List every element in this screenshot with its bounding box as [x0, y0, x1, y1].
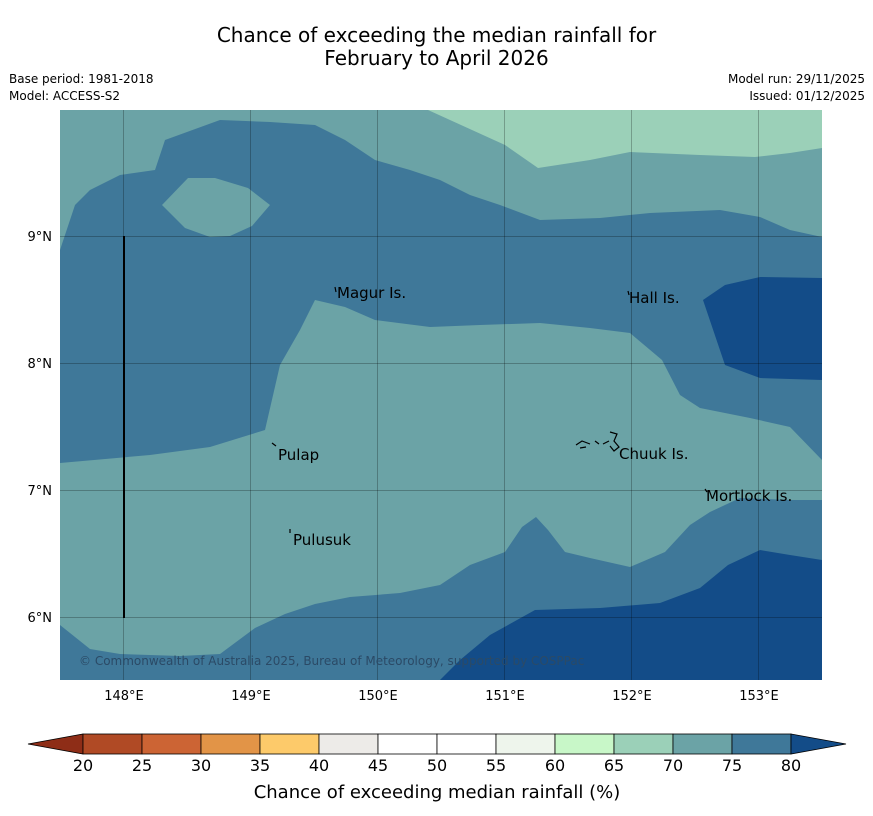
- colorbar-40-45: [318, 733, 379, 755]
- place-label-chuuk: Chuuk Is.: [619, 445, 688, 463]
- island-magur: [334, 286, 337, 293]
- colorbar-tick-45: 45: [368, 756, 388, 775]
- map-title-line-1: Chance of exceeding the median rainfall …: [216, 23, 657, 47]
- latitude-labels: 9°N 8°N 7°N 6°N: [28, 230, 53, 626]
- colorbar-35-40: [259, 733, 320, 755]
- longitude-labels: 148°E 149°E 150°E 151°E 152°E 153°E: [104, 689, 779, 704]
- model-info: Base period: 1981-2018 Model: ACCESS-S2: [9, 71, 154, 105]
- place-labels: Magur Is. Hall Is. Pulap Chuuk Is. Mortl…: [278, 284, 792, 549]
- lon-label-153: 153°E: [739, 689, 779, 704]
- place-label-pulusuk: Pulusuk: [293, 531, 351, 549]
- lat-label-7n: 7°N: [28, 484, 53, 499]
- place-label-mortlock: Mortlock Is.: [706, 487, 792, 505]
- lon-label-151: 151°E: [485, 689, 525, 704]
- contour-70-75-central: [60, 300, 822, 656]
- lon-label-152: 152°E: [612, 689, 652, 704]
- rainfall-contours: [60, 110, 822, 680]
- lon-label-150: 150°E: [358, 689, 398, 704]
- colorbar-45-50: [377, 733, 438, 755]
- colorbar-tick-65: 65: [604, 756, 624, 775]
- colorbar-65-70: [613, 733, 674, 755]
- colorbar-30-35: [200, 733, 261, 755]
- copyright-notice: © Commonwealth of Australia 2025, Bureau…: [79, 654, 584, 668]
- colorbar-extend-low: [27, 733, 84, 755]
- colorbar-20-25: [82, 733, 143, 755]
- contour-65-70-north: [428, 110, 822, 168]
- model-run-date: Model run: 29/11/2025: [727, 72, 865, 86]
- place-label-pulap: Pulap: [278, 446, 319, 464]
- colorbar-tick-40: 40: [309, 756, 329, 775]
- colorbar-tick-25: 25: [132, 756, 152, 775]
- contour-above-80-south: [440, 550, 822, 680]
- colorbar-tick-55: 55: [486, 756, 506, 775]
- model-name: Model: ACCESS-S2: [9, 89, 121, 103]
- base-period: Base period: 1981-2018: [9, 72, 154, 86]
- colorbar-ticks: 20 25 30 35 40 45 50 55 60 65 70 75 80: [73, 756, 801, 775]
- contour-70-75-blob: [162, 178, 270, 237]
- colorbar-tick-80: 80: [781, 756, 801, 775]
- colorbar-60-65: [554, 733, 615, 755]
- lon-label-149: 149°E: [231, 689, 271, 704]
- islands: [271, 286, 708, 533]
- colorbar-tick-35: 35: [250, 756, 270, 775]
- colorbar-extend-high: [790, 733, 847, 755]
- colorbar-55-60: [495, 733, 556, 755]
- map-title-line-2: February to April 2026: [324, 46, 549, 70]
- island-mortlock: [704, 488, 708, 493]
- colorbar-tick-75: 75: [722, 756, 742, 775]
- colorbar-50-55: [436, 733, 497, 755]
- colorbar-tick-50: 50: [427, 756, 447, 775]
- island-hall: [627, 290, 630, 296]
- island-pulap: [271, 442, 277, 447]
- issue-info: Model run: 29/11/2025 Issued: 01/12/2025: [728, 71, 865, 105]
- lat-label-6n: 6°N: [28, 611, 53, 626]
- colorbar-75-80: [731, 733, 792, 755]
- place-label-hall: Hall Is.: [629, 289, 680, 307]
- lat-label-9n: 9°N: [28, 230, 53, 245]
- colorbar-tick-30: 30: [191, 756, 211, 775]
- place-label-magur: Magur Is.: [337, 284, 406, 302]
- colorbar: [27, 733, 847, 755]
- issued-date: Issued: 01/12/2025: [749, 89, 865, 103]
- lon-label-148: 148°E: [104, 689, 144, 704]
- colorbar-tick-60: 60: [545, 756, 565, 775]
- colorbar-tick-20: 20: [73, 756, 93, 775]
- contour-above-80-east: [703, 277, 822, 380]
- colorbar-25-30: [141, 733, 202, 755]
- colorbar-label: Chance of exceeding median rainfall (%): [254, 782, 621, 803]
- colorbar-70-75: [672, 733, 733, 755]
- island-chuuk-lagoon: [575, 431, 620, 452]
- lat-label-8n: 8°N: [28, 357, 53, 372]
- colorbar-tick-70: 70: [663, 756, 683, 775]
